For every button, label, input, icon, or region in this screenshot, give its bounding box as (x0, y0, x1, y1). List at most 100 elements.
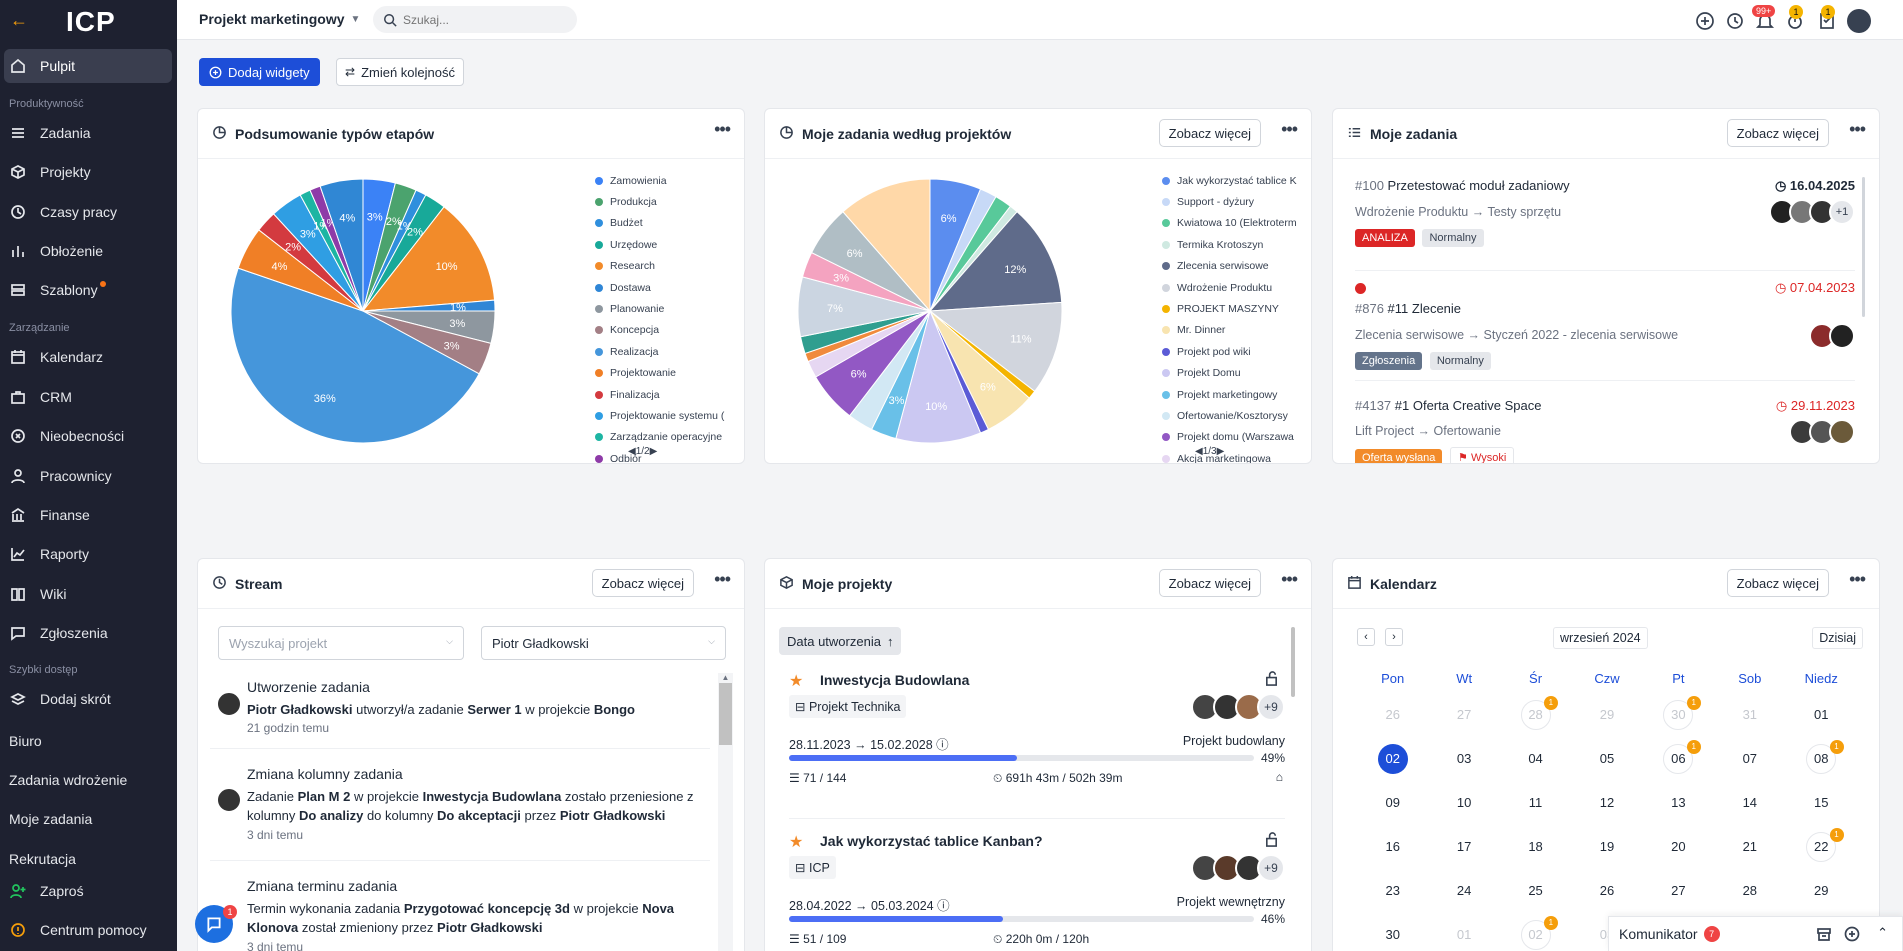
see-more-button[interactable]: Zobacz więcej (1726, 569, 1829, 597)
calendar-day[interactable]: 05 (1571, 744, 1642, 774)
shortcut-zadania-wdrozenie[interactable]: Zadania wdrożenie (9, 772, 128, 788)
task-name[interactable]: #1 Oferta Creative Space (1394, 398, 1542, 413)
legend-item[interactable]: Projekt pod wiki (1162, 341, 1298, 362)
project-link[interactable]: Nova Klonova (247, 901, 675, 935)
task-item[interactable]: #4137 #1 Oferta Creative Space ◷ 29.11.2… (1355, 381, 1855, 463)
legend-item[interactable]: Koncepcja (595, 320, 731, 341)
more-options-icon[interactable]: ••• (1849, 569, 1866, 589)
back-arrow-icon[interactable]: ← (10, 10, 28, 30)
calendar-day[interactable]: 25 (1500, 876, 1571, 906)
sidebar-item-kalendarz[interactable]: Kalendarz (4, 340, 172, 374)
prev-month-button[interactable]: ‹ (1357, 628, 1375, 646)
user-link[interactable]: Piotr Gładkowski (437, 920, 543, 935)
history-icon[interactable] (1725, 11, 1745, 31)
person-filter-select[interactable]: Piotr Gładkowski ⌵ (481, 626, 726, 660)
calendar-day[interactable]: 30 (1357, 920, 1428, 950)
pie-slice[interactable] (928, 211, 1063, 312)
calendar-day[interactable]: 02 1 (1500, 916, 1571, 950)
shortcut-rekrutacja[interactable]: Rekrutacja (9, 851, 76, 867)
legend-pager[interactable]: ◀1/3▶ (1195, 446, 1225, 457)
sidebar-item-nieobecnosci[interactable]: Nieobecności (4, 419, 172, 453)
legend-pager[interactable]: ◀1/2▶ (628, 446, 658, 457)
legend-item[interactable]: Produkcja (595, 191, 731, 212)
project-selector[interactable]: Projekt marketingowy ▼ (199, 11, 360, 27)
calendar-day[interactable]: 28 (1714, 876, 1785, 906)
sidebar-item-zadania[interactable]: Zadania (4, 116, 172, 150)
legend-item[interactable]: Zlecenia serwisowe (1162, 256, 1298, 277)
legend-item[interactable]: Planowanie (595, 298, 731, 319)
calendar-day[interactable]: 19 (1571, 832, 1642, 862)
more-options-icon[interactable]: ••• (714, 119, 731, 139)
calendar-day[interactable]: 29 (1786, 876, 1857, 906)
calendar-day[interactable]: 15 (1786, 788, 1857, 818)
legend-item[interactable]: Projektowanie systemu ( (595, 405, 731, 426)
project-filter-select[interactable]: Wyszukaj projekt ⌵ (218, 626, 464, 660)
task-item[interactable]: #876 #11 Zlecenie ◷ 07.04.2023 Zlecenia … (1355, 271, 1855, 381)
chevron-up-icon[interactable]: ⌃ (1877, 925, 1888, 940)
sidebar-item-projekty[interactable]: Projekty (4, 155, 172, 189)
user-avatar[interactable] (1847, 9, 1871, 33)
pie-slice[interactable] (319, 178, 364, 312)
more-options-icon[interactable]: ••• (714, 569, 731, 589)
messenger-bar[interactable]: Komunikator 7 ⌃ (1608, 916, 1903, 951)
task-list-icon[interactable]: 1 (1817, 5, 1837, 31)
sidebar-item-finanse[interactable]: Finanse (4, 498, 172, 532)
calendar-day[interactable]: 30 1 (1643, 696, 1714, 730)
project-card[interactable]: ★ Inwestycja Budowlana ⊟ Projekt Technik… (789, 669, 1285, 819)
archive-icon[interactable] (1816, 926, 1832, 945)
project-name[interactable]: Jak wykorzystać tablice Kanban? (820, 833, 1043, 849)
stream-scrollbar[interactable]: ▲ (718, 673, 733, 951)
legend-item[interactable]: Odbiór (595, 448, 731, 463)
legend-item[interactable]: Projekt marketingowy (1162, 384, 1298, 405)
legend-item[interactable]: Wdrożenie Produktu (1162, 277, 1298, 298)
calendar-day[interactable]: 13 (1643, 788, 1714, 818)
more-options-icon[interactable]: ••• (1849, 119, 1866, 139)
calendar-day[interactable]: 16 (1357, 832, 1428, 862)
projects-scrollbar[interactable] (1291, 627, 1295, 697)
calendar-day[interactable]: 22 1 (1786, 828, 1857, 862)
calendar-day[interactable]: 28 1 (1500, 696, 1571, 730)
chat-launcher-button[interactable]: 1 (195, 905, 237, 943)
calendar-day[interactable]: 08 1 (1786, 740, 1857, 774)
sidebar-item-szablony[interactable]: Szablony (4, 273, 172, 307)
info-icon[interactable]: ⓘ (937, 899, 950, 913)
calendar-day[interactable]: 20 (1643, 832, 1714, 862)
list-scrollbar[interactable] (1862, 177, 1865, 317)
sidebar-item-centrum-pomocy[interactable]: Centrum pomocy (4, 913, 172, 947)
project-card[interactable]: ★ Jak wykorzystać tablice Kanban? ⊟ ICP … (789, 830, 1285, 951)
sort-button[interactable]: Data utworzenia ↑ (779, 627, 902, 655)
scrollbar-thumb[interactable] (719, 683, 732, 745)
pie-slice[interactable] (895, 309, 982, 444)
pie-slice[interactable] (230, 267, 480, 444)
calendar-day[interactable]: 02 (1357, 744, 1428, 774)
sidebar-item-crm[interactable]: CRM (4, 380, 172, 414)
project-link[interactable]: Bongo (593, 702, 635, 717)
shortcut-biuro[interactable]: Biuro (9, 733, 42, 749)
calendar-day[interactable]: 29 (1571, 700, 1642, 730)
sidebar-item-wiki[interactable]: Wiki (4, 577, 172, 611)
legend-item[interactable]: Zamowienia (595, 170, 731, 191)
today-button[interactable]: Dzisiaj (1812, 627, 1863, 649)
calendar-day[interactable]: 01 (1428, 920, 1499, 950)
see-more-button[interactable]: Zobacz więcej (1158, 569, 1261, 597)
sidebar-item-pulpit[interactable]: Pulpit (4, 49, 172, 83)
search-input[interactable] (403, 12, 563, 27)
pie-slice[interactable] (361, 206, 496, 312)
sidebar-item-zapros[interactable]: Zaproś (4, 874, 172, 908)
sidebar-item-zgloszenia[interactable]: Zgłoszenia (4, 616, 172, 650)
task-item[interactable]: #100 Przetestować moduł zadaniowy ◷ 16.0… (1355, 161, 1855, 271)
more-options-icon[interactable]: ••• (1281, 569, 1298, 589)
notifications-bell-icon[interactable]: 99+ (1752, 5, 1776, 31)
info-icon[interactable]: ⓘ (936, 738, 949, 752)
calendar-day[interactable]: 23 (1357, 876, 1428, 906)
task-link[interactable]: Plan M 2 (297, 789, 351, 804)
task-link[interactable]: Serwer 1 (467, 702, 522, 717)
legend-item[interactable]: Akcja marketingowa (1162, 448, 1298, 463)
calendar-day[interactable]: 24 (1428, 876, 1499, 906)
calendar-day[interactable]: 07 (1714, 744, 1785, 774)
calendar-day[interactable]: 26 (1571, 876, 1642, 906)
see-more-button[interactable]: Zobacz więcej (1726, 119, 1829, 147)
calendar-day[interactable]: 10 (1428, 788, 1499, 818)
add-widgets-button[interactable]: Dodaj widgety (199, 58, 320, 86)
legend-item[interactable]: Kwiatowa 10 (Elektroterm (1162, 213, 1298, 234)
